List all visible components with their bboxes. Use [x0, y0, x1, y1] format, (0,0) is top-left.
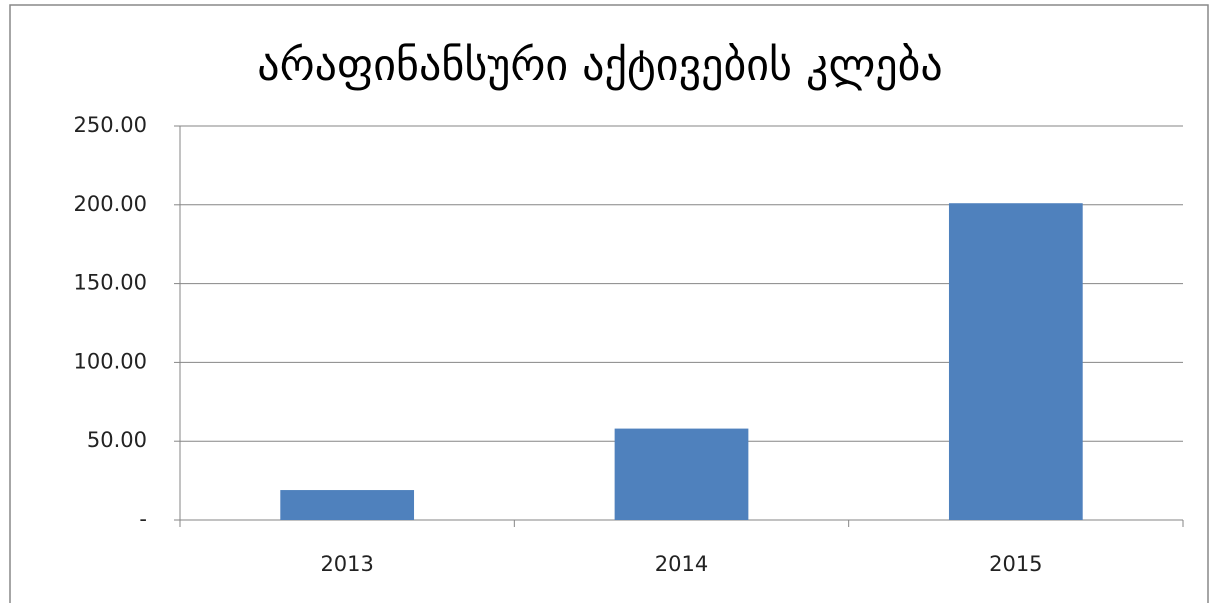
x-tick-label: 2014: [655, 552, 708, 576]
bar: [614, 428, 749, 520]
x-tick-label: 2015: [989, 552, 1042, 576]
y-tick-label: 150.00: [74, 271, 147, 295]
y-tick-label: 100.00: [74, 349, 147, 373]
bar: [948, 203, 1083, 520]
x-tick-label: 2013: [320, 552, 373, 576]
y-tick-label: 250.00: [74, 113, 147, 137]
y-tick-label: 200.00: [74, 192, 147, 216]
y-tick-label: 50.00: [87, 428, 147, 452]
bar: [280, 490, 415, 520]
chart-title: არაფინანსური აქტივების კლება: [257, 40, 943, 91]
y-tick-label: -: [139, 507, 147, 531]
